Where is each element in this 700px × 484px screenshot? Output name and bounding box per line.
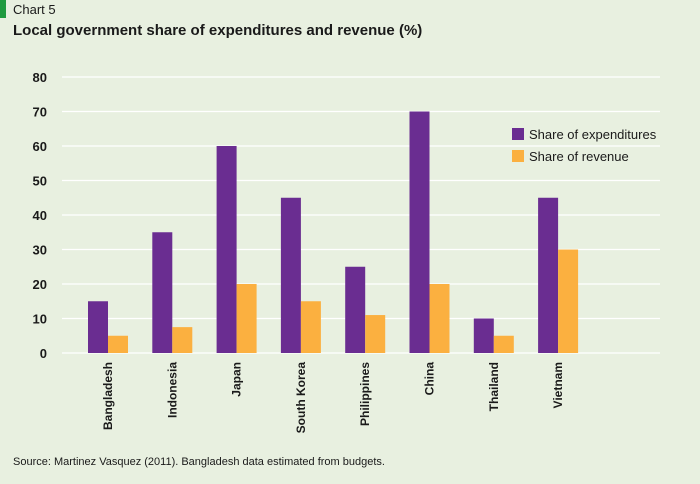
y-tick-label: 10 bbox=[33, 312, 47, 327]
bar-expenditures bbox=[88, 301, 108, 353]
bar-revenue bbox=[172, 327, 193, 353]
bar-revenue bbox=[429, 284, 450, 353]
category-label: Japan bbox=[230, 362, 244, 397]
bar-expenditures bbox=[280, 197, 301, 353]
accent-bar bbox=[0, 0, 6, 18]
y-tick-label: 30 bbox=[33, 243, 47, 258]
legend-label-revenue: Share of revenue bbox=[529, 149, 629, 164]
bar-revenue bbox=[236, 284, 257, 353]
bar-revenue bbox=[558, 249, 579, 353]
bar-expenditures bbox=[345, 266, 366, 353]
chart-title: Local government share of expenditures a… bbox=[13, 22, 423, 39]
bars bbox=[88, 111, 579, 353]
bar-revenue bbox=[365, 315, 386, 353]
category-label: Thailand bbox=[487, 362, 501, 411]
bar-revenue bbox=[108, 335, 128, 353]
y-tick-label: 20 bbox=[33, 277, 47, 292]
category-label: South Korea bbox=[294, 362, 308, 434]
y-tick-label: 60 bbox=[33, 139, 47, 154]
legend-swatch-expenditures bbox=[512, 128, 524, 140]
y-tick-label: 80 bbox=[33, 70, 47, 85]
y-tick-label: 50 bbox=[33, 174, 47, 189]
y-axis-ticks: 0 10 20 30 40 50 60 70 80 bbox=[33, 70, 47, 361]
y-tick-label: 40 bbox=[33, 208, 47, 223]
bar-expenditures bbox=[152, 232, 173, 353]
category-label: Bangladesh bbox=[101, 362, 115, 430]
legend: Share of expenditures Share of revenue bbox=[512, 127, 657, 164]
category-label: Philippines bbox=[358, 362, 372, 426]
bar-expenditures bbox=[473, 318, 494, 353]
category-label: Vietnam bbox=[551, 362, 565, 408]
legend-swatch-revenue bbox=[512, 150, 524, 162]
category-label: China bbox=[423, 362, 437, 396]
bar-revenue bbox=[493, 335, 514, 353]
legend-label-expenditures: Share of expenditures bbox=[529, 127, 657, 142]
category-label: Indonesia bbox=[165, 362, 179, 418]
bar-expenditures bbox=[216, 146, 237, 353]
bar-revenue bbox=[300, 301, 321, 353]
source-note: Source: Martinez Vasquez (2011). Banglad… bbox=[13, 456, 385, 468]
y-tick-label: 0 bbox=[40, 346, 47, 361]
chart-number: Chart 5 bbox=[13, 2, 56, 17]
bar-expenditures bbox=[538, 197, 559, 353]
bar-expenditures bbox=[409, 111, 430, 353]
x-axis-labels: Bangladesh Indonesia Japan South Korea Phili… bbox=[101, 362, 565, 434]
y-tick-label: 70 bbox=[33, 105, 47, 120]
